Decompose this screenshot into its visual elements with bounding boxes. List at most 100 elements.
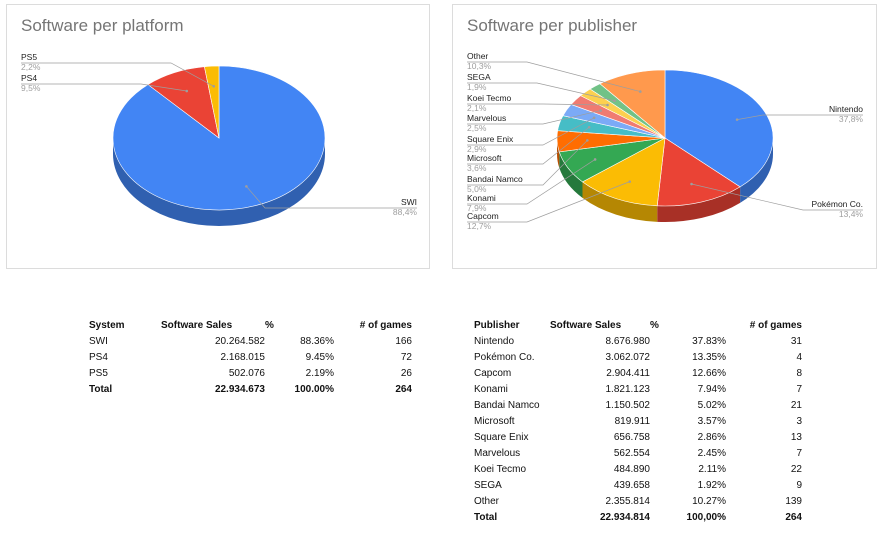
table-cell: 1.92% bbox=[697, 479, 726, 491]
table-cell: 26 bbox=[400, 367, 412, 379]
header-cell: % bbox=[265, 319, 274, 331]
slice-label: PS4 bbox=[21, 73, 37, 83]
slice-percent-label: 2,2% bbox=[21, 62, 41, 72]
table-cell: 88.36% bbox=[300, 335, 334, 347]
table-header-row: System Software Sales % # of games bbox=[89, 317, 412, 333]
table-cell: Pokémon Co. bbox=[474, 351, 535, 363]
slice-label: Microsoft bbox=[467, 153, 502, 163]
table-row: Bandai Namco 1.150.502 5.02% 21 bbox=[474, 397, 802, 413]
slice-label: Marvelous bbox=[467, 113, 506, 123]
leader-line bbox=[467, 140, 588, 186]
pie-slice-side bbox=[657, 186, 741, 222]
table-cell: 2.19% bbox=[305, 367, 334, 379]
leader-line bbox=[467, 61, 641, 92]
slice-label: PS5 bbox=[21, 52, 37, 62]
slice-label: Other bbox=[467, 51, 488, 61]
slice-percent-label: 88,4% bbox=[393, 207, 418, 217]
leader-dot bbox=[592, 116, 596, 120]
table-cell: 2.904.411 bbox=[606, 367, 650, 379]
table-cell: 3.062.072 bbox=[605, 351, 651, 363]
table-cell: 139 bbox=[785, 495, 802, 507]
table-row: SWI 20.264.582 88.36% 166 bbox=[89, 333, 412, 349]
leader-dot bbox=[690, 182, 693, 186]
pie-top-group bbox=[556, 69, 774, 207]
leader-line bbox=[467, 110, 601, 125]
table-cell: Microsoft bbox=[474, 415, 515, 427]
slice-percent-label: 2,5% bbox=[467, 123, 487, 133]
table-cell: 20.264.582 bbox=[214, 335, 265, 347]
pie-slice-side bbox=[113, 138, 325, 226]
table-cell: 7 bbox=[796, 447, 802, 459]
platform-chart-card: Software per platform SWI 88,4% PS4 9,5% PS5… bbox=[6, 4, 430, 269]
table-row: Other 2.355.814 10.27% 139 bbox=[474, 493, 802, 509]
table-cell: 7 bbox=[796, 383, 802, 395]
table-cell: 264 bbox=[395, 383, 412, 395]
slice-percent-label: 10,3% bbox=[467, 61, 492, 71]
table-cell: 819.911 bbox=[614, 415, 650, 427]
table-cell: Total bbox=[474, 511, 498, 523]
table-cell: Nintendo bbox=[474, 335, 515, 347]
table-row: Pokémon Co. 3.062.072 13.35% 4 bbox=[474, 349, 802, 365]
leader-line bbox=[467, 159, 596, 205]
slice-percent-label: 2,1% bbox=[467, 103, 487, 113]
slice-percent-label: 5,0% bbox=[467, 184, 487, 194]
table-total-row: Total 22.934.673 100.00% 264 bbox=[89, 381, 412, 397]
slice-percent-label: 1,9% bbox=[467, 82, 487, 92]
table-total-row: Total 22.934.814 100,00% 264 bbox=[474, 509, 802, 525]
table-cell: Konami bbox=[474, 383, 508, 395]
leader-line bbox=[246, 186, 417, 209]
table-row: Marvelous 562.554 2.45% 7 bbox=[474, 445, 802, 461]
leader-dot bbox=[245, 185, 248, 188]
table-cell: 13.35% bbox=[692, 351, 726, 363]
leader-line bbox=[467, 181, 630, 223]
table-cell: SEGA bbox=[474, 479, 502, 491]
table-cell: 9.45% bbox=[305, 351, 334, 363]
slice-percent-label: 37,8% bbox=[839, 114, 864, 124]
slice-label: Square Enix bbox=[467, 134, 514, 144]
pie-slice bbox=[664, 69, 774, 188]
table-cell: 439.658 bbox=[613, 479, 650, 491]
slice-label: SWI bbox=[401, 197, 417, 207]
table-cell: 100.00% bbox=[294, 383, 334, 395]
table-row: Nintendo 8.676.980 37.83% 31 bbox=[474, 333, 802, 349]
table-cell: Koei Tecmo bbox=[474, 463, 527, 475]
publisher-chart-card: Software per publisher Nintendo 37,8% Poké… bbox=[452, 4, 877, 269]
table-row: PS5 502.076 2.19% 26 bbox=[89, 365, 412, 381]
slice-label: Koei Tecmo bbox=[467, 93, 512, 103]
pie-slice bbox=[599, 69, 666, 139]
slice-percent-label: 2,9% bbox=[467, 144, 487, 154]
table-cell: 72 bbox=[400, 351, 412, 363]
table-cell: 3.57% bbox=[697, 415, 726, 427]
table-cell: 12.66% bbox=[692, 367, 726, 379]
leader-dot bbox=[185, 89, 189, 93]
leader-line bbox=[21, 62, 214, 87]
chart-title: Software per publisher bbox=[467, 16, 637, 35]
table-cell: 2.355.814 bbox=[605, 495, 651, 507]
leader-line bbox=[737, 114, 863, 120]
table-cell: 22.934.814 bbox=[599, 511, 650, 523]
table-row: Microsoft 819.911 3.57% 3 bbox=[474, 413, 802, 429]
table-cell: Square Enix bbox=[474, 431, 529, 443]
chart-title: Software per platform bbox=[21, 16, 184, 35]
slice-percent-label: 3,6% bbox=[467, 163, 487, 173]
slice-label: Capcom bbox=[467, 211, 499, 221]
table-cell: 1.150.502 bbox=[605, 399, 651, 411]
table-row: Square Enix 656.758 2.86% 13 bbox=[474, 429, 802, 445]
table-cell: 166 bbox=[395, 335, 412, 347]
slice-percent-label: 13,4% bbox=[839, 209, 864, 219]
pie-slice-side bbox=[582, 181, 658, 222]
header-cell: Software Sales bbox=[550, 319, 622, 331]
slice-percent-label: 9,5% bbox=[21, 83, 41, 93]
leader-dot bbox=[606, 103, 609, 107]
table-cell: 2.168.015 bbox=[220, 351, 266, 363]
table-cell: PS4 bbox=[89, 351, 108, 363]
leader-line bbox=[467, 126, 590, 165]
header-cell: # of games bbox=[359, 319, 412, 331]
slice-label: Pokémon Co. bbox=[812, 199, 864, 209]
table-cell: 22 bbox=[790, 463, 802, 475]
table-cell: 502.076 bbox=[228, 367, 265, 379]
slice-label: Bandai Namco bbox=[467, 174, 523, 184]
